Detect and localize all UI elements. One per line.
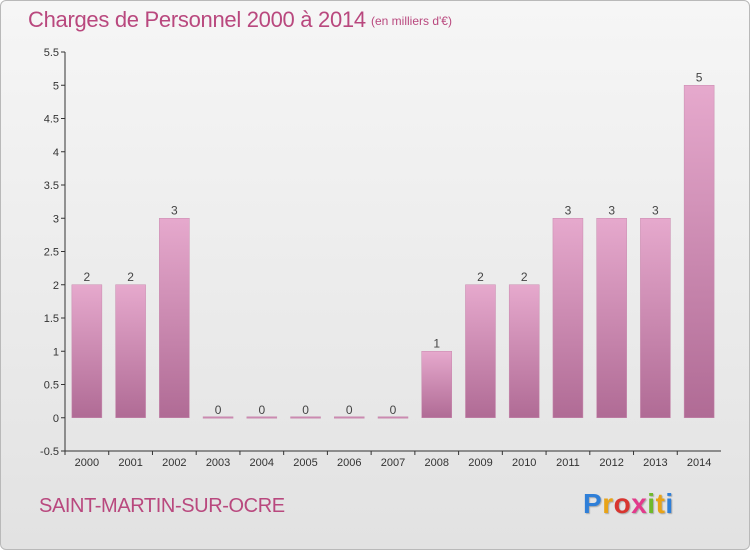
- x-tick-label: 2007: [381, 457, 405, 469]
- y-tick-label: 2: [53, 280, 59, 292]
- proxiti-logo: Proxiti: [583, 488, 674, 520]
- data-label: 3: [565, 203, 572, 217]
- data-label: 0: [346, 403, 353, 417]
- chart-subtitle: (en milliers d'€): [371, 14, 452, 28]
- y-tick-label: 5.5: [44, 47, 59, 59]
- bar: [115, 284, 146, 418]
- x-tick-label: 2000: [75, 457, 99, 469]
- x-tick-label: 2009: [468, 457, 492, 469]
- logo-letter: t: [655, 488, 666, 519]
- bar: [421, 351, 452, 418]
- bar: [596, 218, 627, 418]
- x-tick-label: 2011: [556, 457, 580, 469]
- data-label: 2: [521, 270, 528, 284]
- y-tick-label: 1.5: [44, 313, 59, 325]
- logo-letter: r: [602, 488, 614, 519]
- data-label: 3: [171, 203, 178, 217]
- data-label: 2: [477, 270, 484, 284]
- data-label: 3: [608, 203, 615, 217]
- bar: [202, 416, 234, 419]
- logo-letter: i: [665, 488, 674, 519]
- data-label: 0: [258, 403, 265, 417]
- data-label: 0: [390, 403, 397, 417]
- commune-name: SAINT-MARTIN-SUR-OCRE: [39, 495, 285, 517]
- y-tick-label: 4: [53, 147, 59, 159]
- bar: [159, 218, 190, 418]
- bar: [552, 218, 584, 418]
- x-tick-label: 2013: [643, 457, 667, 469]
- data-label: 2: [84, 270, 91, 284]
- x-tick-label: 2008: [424, 457, 448, 469]
- data-label: 0: [302, 403, 309, 417]
- data-label: 1: [433, 336, 440, 350]
- x-tick-label: 2003: [206, 457, 230, 469]
- bar: [290, 416, 321, 419]
- y-tick-label: 3.5: [44, 180, 59, 192]
- bar: [246, 416, 278, 419]
- y-tick-label: 0.5: [44, 380, 59, 392]
- x-tick-label: 2010: [512, 457, 536, 469]
- x-tick-label: 2002: [162, 457, 186, 469]
- data-label: 3: [652, 203, 659, 217]
- bar: [465, 284, 496, 418]
- y-tick-label: 3: [53, 213, 59, 225]
- bar: [71, 284, 103, 418]
- y-tick-label: 5: [53, 80, 59, 92]
- x-tick-label: 2014: [687, 457, 711, 469]
- y-tick-label: 0: [53, 413, 59, 425]
- x-tick-label: 2001: [118, 457, 142, 469]
- bar: [334, 416, 365, 419]
- x-tick-label: 2012: [599, 457, 623, 469]
- x-tick-label: 2006: [337, 457, 361, 469]
- y-tick-label: 1: [53, 346, 59, 358]
- data-label: 0: [215, 403, 222, 417]
- bar: [683, 85, 715, 418]
- data-label: 2: [127, 270, 134, 284]
- chart-title: Charges de Personnel 2000 à 2014: [28, 7, 366, 32]
- logo-letter: x: [631, 488, 648, 519]
- logo-letter: P: [583, 488, 603, 519]
- x-tick-label: 2004: [250, 457, 274, 469]
- logo-letter: i: [647, 488, 656, 519]
- data-label: 5: [696, 70, 703, 84]
- bar: [640, 218, 671, 418]
- y-tick-label: 2.5: [44, 247, 59, 259]
- bar: [377, 416, 409, 419]
- y-tick-label: -0.5: [40, 446, 59, 458]
- y-tick-label: 4.5: [44, 114, 59, 126]
- x-tick-label: 2005: [293, 457, 317, 469]
- bar: [508, 284, 540, 418]
- logo-letter: o: [613, 488, 632, 519]
